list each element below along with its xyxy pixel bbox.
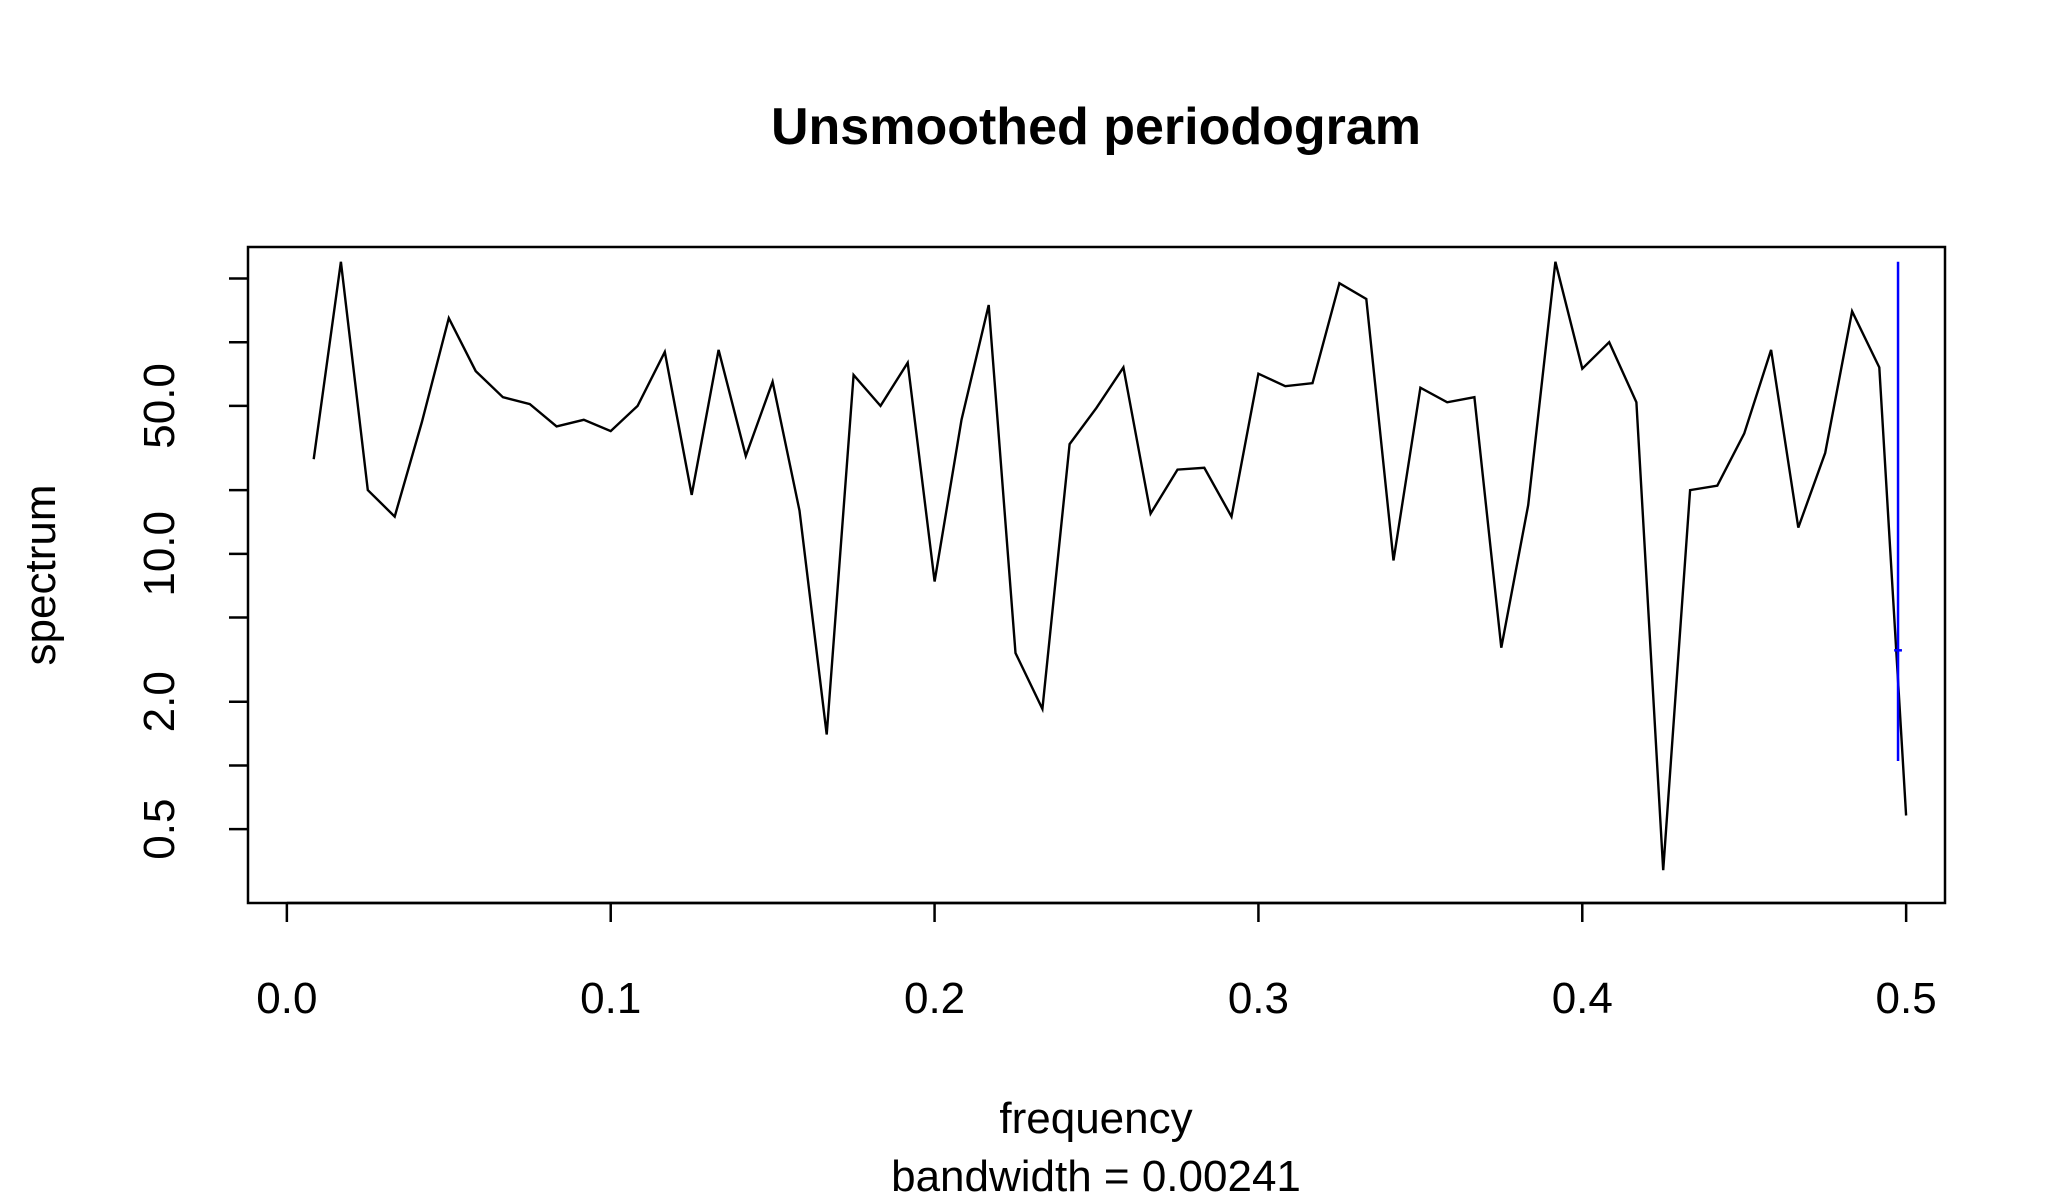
data-point bbox=[367, 489, 369, 491]
data-point bbox=[987, 304, 989, 306]
data-point bbox=[826, 733, 828, 735]
data-point bbox=[610, 430, 612, 432]
data-point bbox=[1824, 452, 1826, 454]
data-point bbox=[1527, 504, 1529, 506]
data-point bbox=[664, 351, 666, 353]
x-tick-label: 0.4 bbox=[1552, 974, 1613, 1023]
data-point bbox=[1068, 443, 1070, 445]
x-axis-label: frequency bbox=[999, 1094, 1192, 1143]
chart-title: Unsmoothed periodogram bbox=[771, 98, 1421, 156]
data-point bbox=[529, 403, 531, 405]
data-point bbox=[1905, 814, 1907, 816]
data-point bbox=[1878, 366, 1880, 368]
data-point bbox=[1122, 366, 1124, 368]
data-point bbox=[1608, 341, 1610, 343]
data-point bbox=[474, 370, 476, 372]
data-point bbox=[1392, 559, 1394, 561]
y-tick-label: 10.0 bbox=[135, 511, 184, 597]
x-tick-label: 0.1 bbox=[580, 974, 641, 1023]
data-point bbox=[1338, 282, 1340, 284]
x-axis-sublabel: bandwidth = 0.00241 bbox=[891, 1152, 1301, 1200]
x-tick-label: 0.2 bbox=[904, 974, 965, 1023]
x-tick-label: 0.0 bbox=[256, 974, 317, 1023]
data-point bbox=[690, 494, 692, 496]
data-point bbox=[1257, 373, 1259, 375]
data-point bbox=[1149, 512, 1151, 514]
x-tick-label: 0.5 bbox=[1876, 974, 1937, 1023]
data-point bbox=[960, 419, 962, 421]
data-point bbox=[906, 362, 908, 364]
data-point bbox=[1230, 515, 1232, 517]
data-point bbox=[421, 421, 423, 423]
data-point bbox=[852, 374, 854, 376]
data-point bbox=[1500, 647, 1502, 649]
data-point bbox=[1203, 467, 1205, 469]
data-point bbox=[1716, 484, 1718, 486]
data-point bbox=[1176, 468, 1178, 470]
data-point bbox=[1797, 526, 1799, 528]
data-point bbox=[717, 349, 719, 351]
data-point bbox=[555, 425, 557, 427]
data-point bbox=[1662, 869, 1664, 871]
data-point bbox=[1446, 401, 1448, 403]
data-point bbox=[1095, 407, 1097, 409]
x-tick-label: 0.3 bbox=[1228, 974, 1289, 1023]
data-point bbox=[798, 509, 800, 511]
data-point bbox=[583, 419, 585, 421]
data-point bbox=[1365, 298, 1367, 300]
data-point bbox=[1419, 386, 1421, 388]
data-point bbox=[1311, 382, 1313, 384]
data-point bbox=[394, 515, 396, 517]
data-point bbox=[340, 261, 342, 263]
data-point bbox=[313, 458, 315, 460]
data-point bbox=[1743, 432, 1745, 434]
y-axis: 0.5 2.0 10.0 50.0 bbox=[135, 277, 248, 860]
spectrum-line bbox=[312, 261, 1908, 871]
data-point bbox=[1851, 310, 1853, 312]
y-tick-label: 50.0 bbox=[135, 363, 184, 449]
x-axis: 0.0 0.1 0.2 0.3 0.4 0.5 bbox=[256, 901, 1937, 1023]
data-point bbox=[1014, 652, 1016, 654]
y-tick-label: 2.0 bbox=[135, 671, 184, 732]
data-point bbox=[1554, 261, 1556, 263]
data-point bbox=[448, 317, 450, 319]
data-point bbox=[1284, 385, 1286, 387]
data-point bbox=[879, 405, 881, 407]
data-point bbox=[1689, 489, 1691, 491]
data-point bbox=[502, 396, 504, 398]
y-tick-label: 0.5 bbox=[135, 799, 184, 860]
data-point bbox=[1581, 367, 1583, 369]
data-point bbox=[933, 580, 935, 582]
data-point bbox=[1770, 349, 1772, 351]
y-axis-label: spectrum bbox=[16, 485, 65, 666]
data-point bbox=[636, 405, 638, 407]
data-point bbox=[1473, 396, 1475, 398]
data-point bbox=[1041, 708, 1043, 710]
data-point bbox=[1635, 401, 1637, 403]
data-point bbox=[771, 381, 773, 383]
data-point bbox=[745, 455, 747, 457]
